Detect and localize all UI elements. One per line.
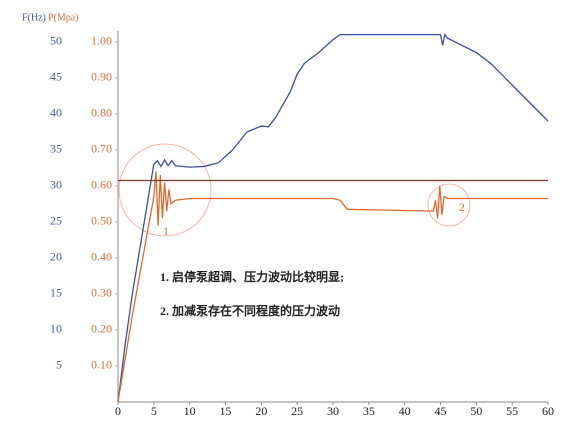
highlight-circle: [118, 143, 212, 237]
y-tick-label: 5: [56, 358, 62, 372]
y-tick-label: 30: [50, 178, 62, 192]
x-tick-label: 20: [255, 404, 267, 418]
y2-tick-label: 0.30: [91, 286, 112, 300]
y2-tick-label: 0.20: [91, 322, 112, 336]
y2-tick-label: 0.10: [91, 358, 112, 372]
x-tick-label: 0: [115, 404, 121, 418]
y-tick-label: 50: [50, 34, 62, 48]
annotation: 1. 启停泵超调、压力波动比较明显;: [160, 269, 344, 284]
annotation: 1: [163, 224, 169, 238]
y2-tick-label: 1.00: [91, 34, 112, 48]
y-tick-label: 15: [50, 286, 62, 300]
y-tick-label: 25: [50, 214, 62, 228]
x-tick-label: 10: [184, 404, 196, 418]
y2-tick-label: 0.40: [91, 250, 112, 264]
data-line: [117, 33, 549, 403]
y-axis-label: F(Hz): [22, 12, 46, 23]
y-tick-label: 45: [50, 70, 62, 84]
y-tick-label: 35: [50, 142, 62, 156]
x-tick-label: 55: [506, 404, 518, 418]
x-tick-label: 45: [435, 404, 447, 418]
x-tick-label: 35: [363, 404, 375, 418]
x-tick-label: 30: [327, 404, 339, 418]
y2-tick-label: 0.90: [91, 70, 112, 84]
x-tick-label: 25: [291, 404, 303, 418]
y2-tick-label: 0.60: [91, 178, 112, 192]
y2-tick-label: 0.70: [91, 142, 112, 156]
annotation: 2. 加减泵存在不同程度的压力波动: [160, 303, 340, 318]
y2-axis-label: P(Mpa): [48, 12, 79, 23]
y-tick-label: 40: [50, 106, 62, 120]
highlight-circle: [427, 183, 471, 227]
y-tick-label: 20: [50, 250, 62, 264]
y2-tick-label: 0.80: [91, 106, 112, 120]
x-tick-label: 15: [220, 404, 232, 418]
annotation: 2: [459, 200, 465, 214]
data-line: [117, 171, 548, 403]
x-tick-label: 5: [151, 404, 157, 418]
y-tick-label: 10: [50, 322, 62, 336]
x-tick-label: 60: [542, 404, 554, 418]
x-tick-label: 40: [399, 404, 411, 418]
x-tick-label: 50: [470, 404, 482, 418]
y2-tick-label: 0.50: [91, 214, 112, 228]
